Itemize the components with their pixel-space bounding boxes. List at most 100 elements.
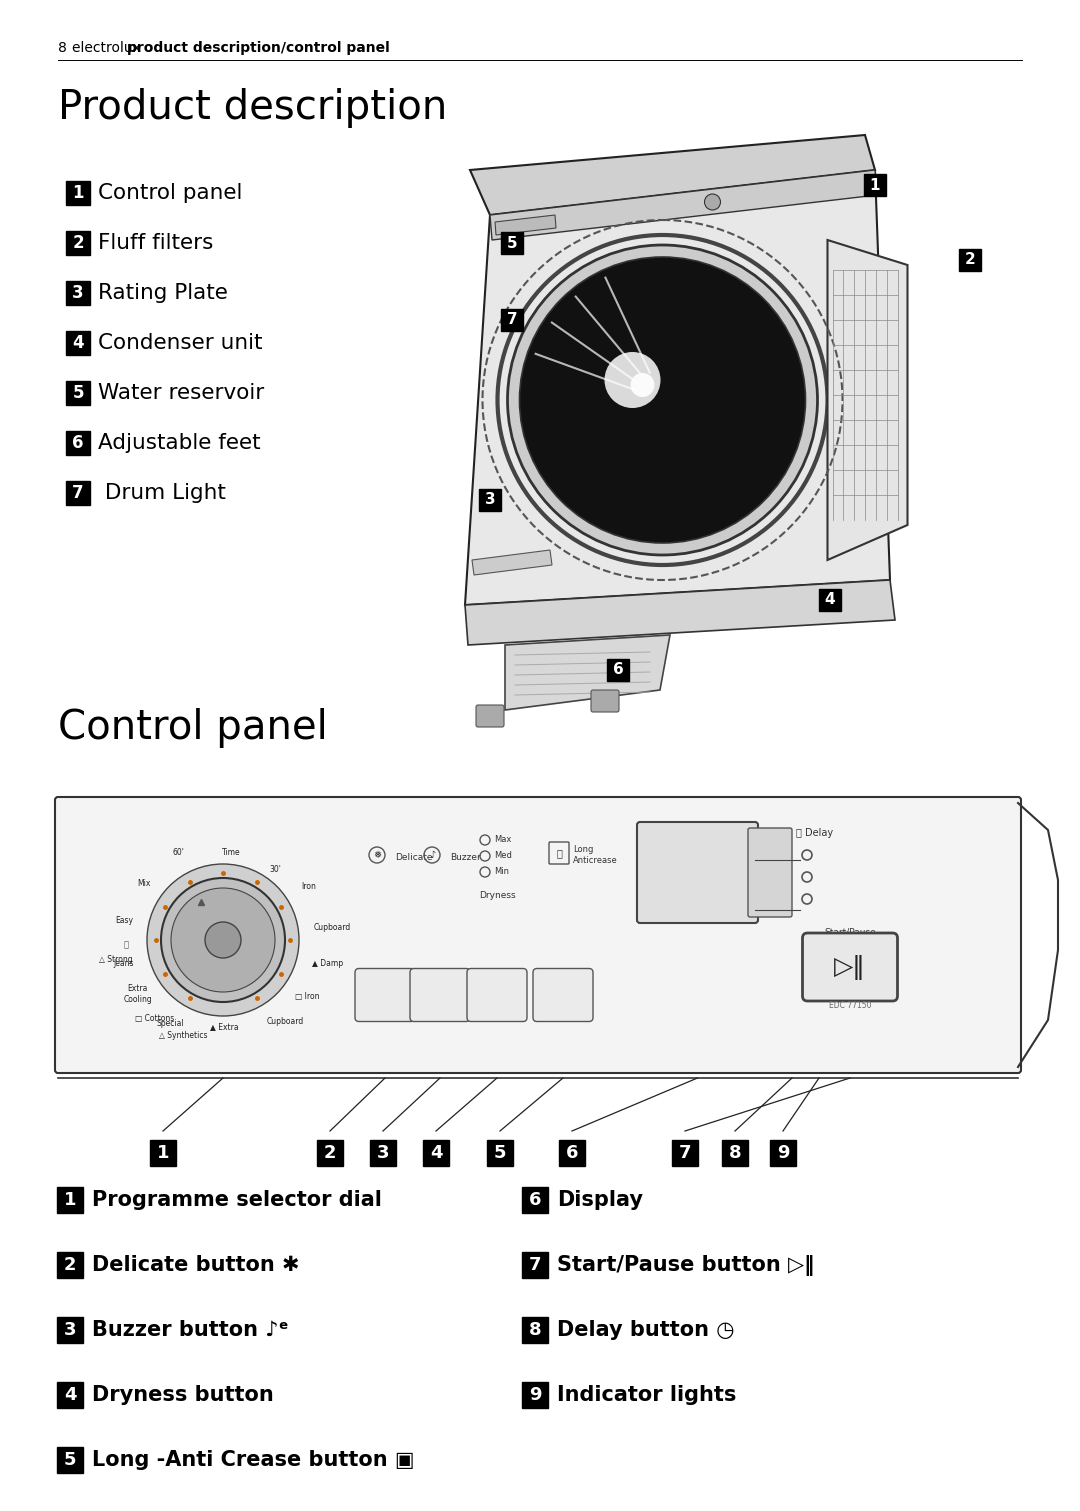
Text: 5: 5 [494, 1144, 507, 1162]
Polygon shape [827, 240, 907, 561]
FancyBboxPatch shape [723, 1139, 748, 1166]
FancyBboxPatch shape [66, 381, 90, 405]
FancyBboxPatch shape [57, 1318, 83, 1343]
FancyBboxPatch shape [534, 969, 593, 1021]
Text: 2: 2 [964, 252, 975, 267]
Text: 7: 7 [72, 484, 84, 502]
Text: 7: 7 [507, 313, 517, 328]
FancyBboxPatch shape [467, 969, 527, 1021]
FancyBboxPatch shape [480, 490, 501, 511]
FancyBboxPatch shape [150, 1139, 176, 1166]
FancyBboxPatch shape [637, 822, 758, 923]
Text: Long -Anti Crease button ▣: Long -Anti Crease button ▣ [92, 1451, 415, 1470]
FancyBboxPatch shape [66, 181, 90, 205]
Text: ♪: ♪ [429, 851, 435, 860]
FancyBboxPatch shape [57, 1253, 83, 1278]
Text: 9: 9 [777, 1144, 789, 1162]
Circle shape [508, 245, 818, 555]
Text: Dryness button: Dryness button [92, 1386, 273, 1405]
Text: 1: 1 [64, 1191, 77, 1209]
FancyBboxPatch shape [410, 969, 470, 1021]
Text: △ Synthetics: △ Synthetics [159, 1031, 207, 1040]
Text: 9: 9 [529, 1386, 541, 1404]
FancyBboxPatch shape [66, 431, 90, 455]
Text: 2: 2 [324, 1144, 336, 1162]
Text: Cooling: Cooling [124, 994, 152, 1003]
Text: ⏱ Delay: ⏱ Delay [796, 828, 834, 839]
FancyBboxPatch shape [66, 231, 90, 255]
FancyBboxPatch shape [370, 1139, 396, 1166]
Text: Indicator lights: Indicator lights [557, 1386, 737, 1405]
FancyBboxPatch shape [55, 796, 1021, 1073]
FancyBboxPatch shape [819, 589, 841, 610]
FancyBboxPatch shape [522, 1318, 548, 1343]
Text: Fluff filters: Fluff filters [98, 233, 214, 252]
Text: 6: 6 [529, 1191, 541, 1209]
Text: ⏱: ⏱ [556, 848, 562, 858]
FancyBboxPatch shape [355, 969, 415, 1021]
Text: 5: 5 [72, 384, 84, 402]
Text: 5: 5 [507, 236, 517, 251]
Text: Special: Special [157, 1018, 184, 1027]
Text: ▷‖: ▷‖ [834, 955, 866, 979]
FancyBboxPatch shape [501, 310, 523, 331]
Circle shape [205, 922, 241, 958]
Text: Jeans: Jeans [113, 959, 134, 969]
FancyBboxPatch shape [522, 1383, 548, 1408]
Text: ❅: ❅ [373, 851, 381, 860]
FancyBboxPatch shape [57, 1448, 83, 1473]
Text: 7: 7 [678, 1144, 691, 1162]
Text: 4: 4 [430, 1144, 442, 1162]
Polygon shape [465, 171, 890, 604]
Circle shape [171, 888, 275, 993]
FancyBboxPatch shape [748, 828, 792, 917]
Text: 2: 2 [72, 234, 84, 252]
Text: Adjustable feet: Adjustable feet [98, 434, 260, 453]
Text: Delicate button ✱: Delicate button ✱ [92, 1256, 299, 1275]
FancyBboxPatch shape [476, 706, 504, 727]
FancyBboxPatch shape [487, 1139, 513, 1166]
Text: Delay button ◷: Delay button ◷ [557, 1321, 734, 1340]
Polygon shape [490, 171, 877, 240]
Text: Control panel: Control panel [58, 709, 327, 748]
Text: □ Iron: □ Iron [296, 993, 320, 1002]
Text: Time: Time [221, 848, 241, 857]
FancyBboxPatch shape [770, 1139, 796, 1166]
Text: Control panel: Control panel [98, 183, 242, 202]
Text: 8: 8 [529, 1321, 541, 1339]
FancyBboxPatch shape [591, 691, 619, 712]
Polygon shape [505, 635, 670, 710]
Text: 1: 1 [72, 184, 84, 202]
Text: Cupboard: Cupboard [314, 923, 351, 932]
FancyBboxPatch shape [57, 1383, 83, 1408]
Text: 6: 6 [72, 434, 84, 452]
Text: Start/Pause: Start/Pause [824, 928, 876, 937]
Circle shape [161, 878, 285, 1002]
Text: 30': 30' [270, 864, 282, 873]
Circle shape [147, 864, 299, 1015]
Text: Programme selector dial: Programme selector dial [92, 1191, 382, 1210]
FancyBboxPatch shape [864, 174, 886, 196]
FancyBboxPatch shape [318, 1139, 343, 1166]
Text: Iron: Iron [301, 882, 315, 891]
Text: product description/control panel: product description/control panel [127, 41, 390, 54]
Text: Min: Min [494, 867, 509, 876]
Polygon shape [465, 580, 895, 645]
Text: Easy: Easy [114, 916, 133, 925]
FancyBboxPatch shape [559, 1139, 585, 1166]
Text: ⛾: ⛾ [124, 940, 129, 949]
FancyBboxPatch shape [66, 480, 90, 505]
Text: △ Strong: △ Strong [99, 955, 133, 964]
Text: Delicate: Delicate [395, 852, 432, 861]
FancyBboxPatch shape [423, 1139, 449, 1166]
Text: □ Cottons: □ Cottons [135, 1014, 174, 1023]
FancyBboxPatch shape [66, 331, 90, 355]
Text: 1: 1 [869, 177, 880, 192]
Text: Cupboard: Cupboard [266, 1017, 303, 1026]
Text: Drum Light: Drum Light [98, 484, 226, 503]
Polygon shape [470, 134, 875, 215]
Text: 3: 3 [485, 493, 496, 508]
Circle shape [519, 257, 806, 542]
Text: Rating Plate: Rating Plate [98, 283, 228, 304]
Text: Product description: Product description [58, 88, 447, 128]
